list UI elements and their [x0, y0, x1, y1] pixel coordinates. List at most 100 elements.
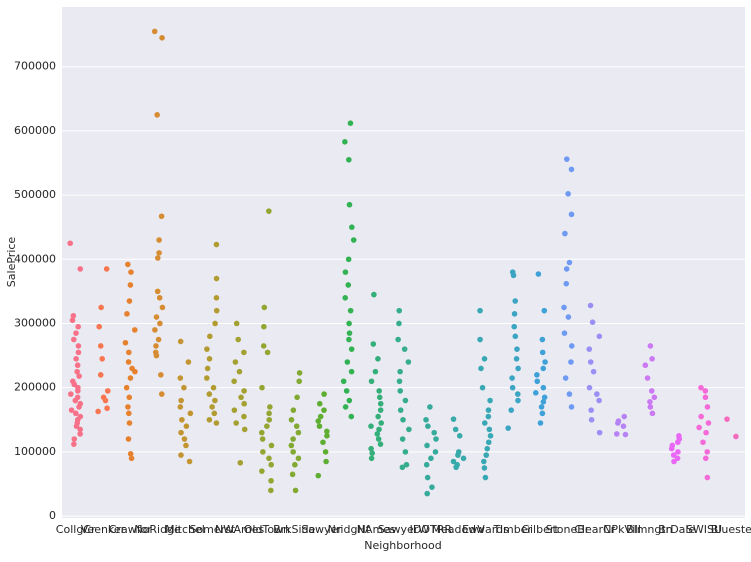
point: [702, 388, 709, 394]
point: [670, 452, 677, 458]
point: [346, 320, 352, 327]
x-tick-label: NoRidge: [134, 523, 181, 536]
x-tick-label: Gilbert: [521, 523, 559, 536]
point: [125, 404, 131, 410]
point: [97, 343, 104, 349]
point: [233, 320, 240, 327]
x-tick-label: MeadowV: [432, 523, 486, 536]
point: [128, 269, 134, 275]
point: [206, 355, 213, 362]
point: [259, 468, 265, 474]
point: [563, 266, 570, 272]
point: [395, 336, 401, 343]
point: [649, 410, 656, 417]
point: [213, 275, 220, 282]
point: [126, 349, 132, 356]
point: [154, 288, 161, 295]
point: [132, 368, 138, 375]
point: [204, 375, 210, 381]
point: [266, 455, 272, 462]
point: [77, 431, 83, 437]
point: [122, 339, 129, 346]
point: [647, 399, 653, 405]
point: [260, 449, 266, 455]
point: [292, 461, 298, 468]
point: [647, 343, 654, 349]
point: [512, 298, 519, 304]
point: [378, 420, 384, 426]
point: [71, 436, 78, 442]
point: [588, 407, 594, 413]
point: [368, 378, 375, 385]
point: [702, 455, 709, 462]
point: [206, 391, 213, 397]
point: [541, 307, 548, 314]
point: [622, 431, 629, 438]
x-tick-label: BrkSide: [273, 523, 315, 536]
point: [620, 423, 627, 429]
point: [315, 472, 322, 479]
point: [241, 400, 247, 407]
point: [266, 410, 272, 417]
point: [235, 336, 242, 343]
point: [368, 423, 374, 429]
point: [317, 413, 324, 420]
point: [675, 449, 681, 455]
point: [124, 311, 130, 317]
point: [429, 484, 435, 490]
x-tick-label: Timber: [493, 523, 533, 536]
point: [96, 323, 102, 330]
point: [295, 455, 302, 462]
point: [324, 433, 330, 439]
point: [561, 304, 567, 311]
point: [541, 394, 548, 401]
point: [266, 416, 273, 423]
x-tick-label: NPkVill: [603, 523, 641, 536]
point: [540, 384, 547, 391]
point: [540, 365, 547, 372]
point: [213, 241, 220, 248]
point: [515, 365, 521, 372]
point: [562, 375, 569, 381]
point: [537, 420, 544, 426]
point: [159, 304, 166, 311]
x-tick-label: SawyerW: [378, 523, 430, 536]
point: [562, 230, 568, 237]
point: [477, 336, 483, 343]
point: [178, 452, 184, 458]
point: [587, 359, 594, 365]
y-tick-label: 0: [49, 509, 56, 522]
x-tick-label: Veenker: [81, 523, 126, 536]
plot-area: [62, 7, 745, 518]
point: [483, 452, 490, 458]
x-tick-label: CollgCr: [56, 523, 96, 536]
point: [705, 420, 712, 426]
x-tick-label: Blmngtn: [626, 523, 673, 536]
point: [178, 397, 184, 404]
point: [177, 338, 184, 345]
point: [342, 269, 349, 275]
point: [401, 346, 408, 352]
point: [375, 436, 382, 442]
point: [733, 433, 739, 440]
point: [183, 423, 190, 429]
point: [539, 410, 546, 417]
point: [648, 388, 655, 394]
point: [74, 362, 81, 369]
point: [238, 394, 244, 401]
point: [348, 346, 355, 352]
point: [73, 423, 80, 429]
point: [424, 474, 431, 481]
point: [67, 240, 73, 247]
point: [204, 346, 210, 352]
point: [288, 416, 295, 423]
point: [155, 336, 162, 343]
point: [509, 384, 516, 391]
point: [369, 450, 376, 456]
point: [460, 455, 467, 462]
point: [185, 359, 192, 365]
point: [241, 426, 248, 433]
point: [534, 372, 540, 378]
point: [241, 413, 247, 420]
